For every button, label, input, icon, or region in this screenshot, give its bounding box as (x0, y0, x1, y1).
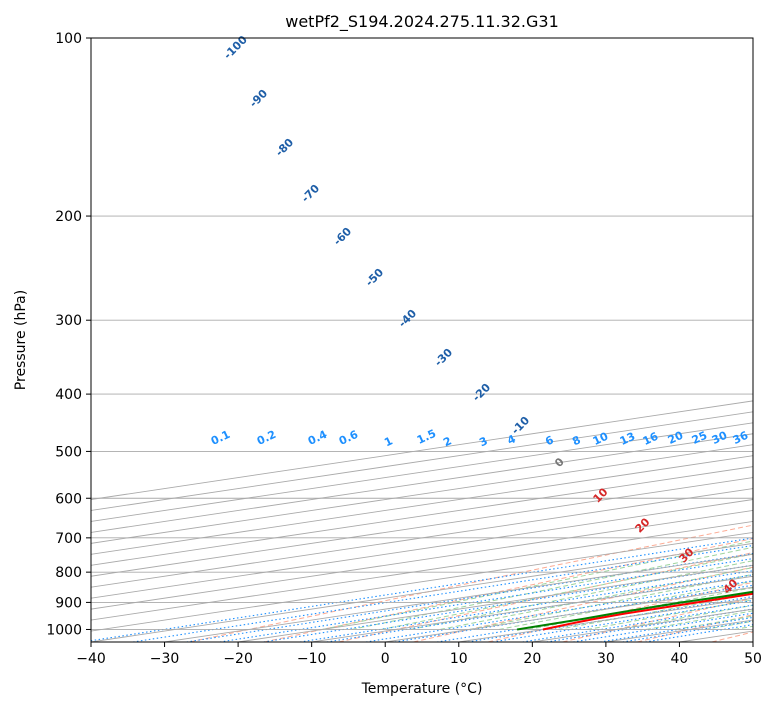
y-tick-label: 300 (55, 313, 82, 329)
mixing-ratio-line (573, 612, 753, 642)
y-tick-label: 100 (55, 31, 82, 47)
chart-title: wetPf2_S194.2024.275.11.32.G31 (285, 12, 559, 32)
x-tick-label: 50 (744, 651, 762, 667)
mixing-ratio-line (546, 608, 753, 642)
isotherm-line (91, 499, 753, 599)
mixing-ratio-label: 10 (591, 430, 611, 448)
x-tick-label: 30 (597, 651, 615, 667)
isotherm-line (91, 520, 753, 621)
mixing-ratio-line (186, 553, 753, 642)
y-tick-label: 500 (55, 444, 82, 460)
moist-adiabat (439, 567, 753, 630)
y-tick-label: 900 (55, 595, 82, 611)
moist-adiabat (381, 553, 753, 630)
y-tick-label: 800 (55, 565, 82, 581)
isotherm-line (91, 466, 753, 566)
mixing-ratio-label: 36 (731, 429, 751, 447)
mixing-ratio-line (91, 537, 753, 642)
x-tick-label: −40 (76, 651, 106, 667)
plot-frame (90, 37, 754, 643)
y-tick-label: 1000 (46, 622, 82, 638)
y-axis-label: Pressure (hPa) (13, 290, 29, 390)
axis-ticks: −40 −30 −20 −10 0 10 20 30 40 50 1000 900 800 700 600 5… (46, 31, 762, 667)
x-tick-label: 20 (523, 651, 541, 667)
mixing-ratio-line (522, 604, 753, 642)
mixing-ratio-line (132, 544, 753, 642)
x-tick-label: 40 (671, 651, 689, 667)
y-tick-label: 700 (55, 531, 82, 547)
dry-adiabat (413, 566, 753, 642)
mixing-ratio-line (492, 599, 753, 642)
y-tick-label: 600 (55, 491, 82, 507)
isotherm-line (91, 477, 753, 577)
mixing-ratio-label: 13 (618, 430, 637, 448)
isotherm-line (91, 531, 753, 632)
moist-adiabat (351, 546, 753, 630)
grid-lines (91, 38, 753, 642)
isotherm-line (91, 488, 753, 588)
dry-adiabat (264, 538, 753, 642)
mixing-ratio-label: 25 (690, 429, 709, 447)
isotherm-line (91, 455, 753, 555)
y-tick-label: 400 (55, 387, 82, 403)
x-axis-label: Temperature (°C) (361, 681, 483, 697)
dry-adiabat (189, 524, 753, 642)
x-tick-label: −20 (223, 651, 253, 667)
x-tick-label: 0 (381, 651, 390, 667)
plot-background (91, 38, 753, 642)
x-tick-label: −10 (297, 651, 327, 667)
mixing-ratio-label: 20 (666, 429, 686, 447)
isotherm-line (91, 444, 753, 544)
moist-adiabat (764, 38, 775, 630)
isotherm-line (752, 641, 753, 642)
moist-adiabat (469, 573, 753, 630)
dry-adiabat (338, 552, 753, 642)
x-tick-label: 10 (450, 651, 468, 667)
mixing-ratio-line (219, 558, 753, 642)
x-tick-label: −30 (150, 651, 180, 667)
dry-adiabat (562, 597, 753, 642)
y-tick-label: 200 (55, 209, 82, 225)
mixing-ratio-label: 16 (641, 430, 661, 448)
isotherm-line (91, 510, 753, 610)
mixing-ratio-label: 30 (710, 429, 730, 447)
